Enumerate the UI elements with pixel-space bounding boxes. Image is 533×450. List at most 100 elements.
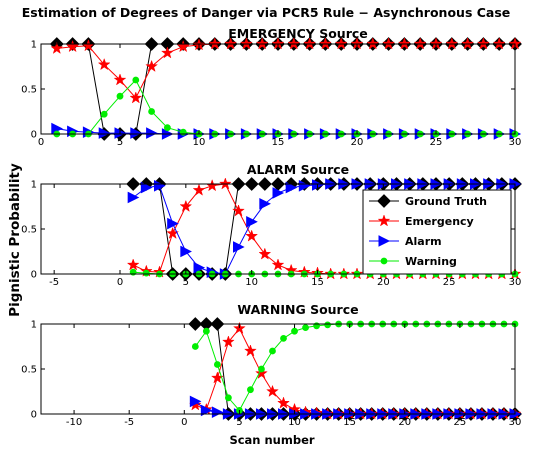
data-point bbox=[66, 39, 80, 53]
data-point bbox=[202, 327, 210, 335]
data-point bbox=[285, 181, 298, 194]
legend-entry-warning: Warning bbox=[369, 255, 457, 268]
x-tick-label: 30 bbox=[509, 417, 522, 428]
x-tick-label: 25 bbox=[443, 277, 456, 288]
data-point bbox=[258, 247, 272, 260]
y-tick-label: 0.5 bbox=[21, 365, 37, 376]
x-tick-label: 20 bbox=[351, 137, 364, 148]
data-point bbox=[148, 108, 156, 115]
legend-label: Emergency bbox=[405, 215, 474, 228]
data-point bbox=[247, 386, 254, 394]
data-point bbox=[334, 37, 348, 50]
data-point bbox=[266, 384, 279, 397]
data-point bbox=[291, 327, 298, 335]
y-tick-label: 0 bbox=[31, 410, 37, 421]
plot-area bbox=[41, 324, 515, 414]
data-point bbox=[271, 258, 285, 271]
data-point bbox=[200, 404, 213, 417]
data-point bbox=[189, 395, 202, 408]
data-point bbox=[193, 261, 206, 274]
data-point bbox=[224, 37, 238, 50]
data-point bbox=[100, 110, 108, 118]
y-tick-label: 1 bbox=[31, 320, 37, 331]
data-point bbox=[218, 177, 232, 190]
y-tick-label: 0.5 bbox=[21, 85, 37, 96]
data-point bbox=[208, 37, 222, 50]
data-point bbox=[179, 199, 193, 212]
data-point bbox=[192, 183, 206, 196]
data-point bbox=[382, 37, 396, 50]
data-point bbox=[366, 37, 380, 50]
data-point bbox=[98, 127, 111, 139]
data-point bbox=[255, 366, 268, 379]
legend: Ground Truth Emergency Alarm Warning bbox=[362, 189, 512, 275]
legend-label: Warning bbox=[405, 255, 457, 268]
data-point bbox=[129, 91, 143, 104]
data-point bbox=[324, 321, 332, 329]
panel-3: WARNING Source -10 -5 0 5 10 15 20 25 30 0 0.5 1 bbox=[21, 302, 522, 428]
x-tick-label: 0 bbox=[181, 417, 187, 428]
x-tick-label: 30 bbox=[509, 137, 522, 148]
data-point bbox=[233, 241, 245, 253]
data-point bbox=[132, 76, 140, 84]
data-point bbox=[127, 191, 140, 204]
data-point bbox=[445, 37, 459, 50]
legend-entry-ground-truth: Ground Truth bbox=[369, 194, 487, 208]
legend-label: Alarm bbox=[405, 235, 442, 248]
data-point bbox=[130, 127, 142, 139]
data-point bbox=[154, 179, 166, 192]
data-point bbox=[113, 73, 127, 86]
x-axis-label: Scan number bbox=[229, 433, 314, 447]
data-point bbox=[303, 37, 317, 50]
data-point bbox=[164, 124, 171, 132]
x-tick-label: 10 bbox=[288, 417, 301, 428]
data-point bbox=[259, 197, 271, 210]
x-tick-label: 15 bbox=[311, 277, 324, 288]
data-point bbox=[232, 204, 245, 217]
data-point bbox=[272, 187, 285, 199]
x-tick-label: 20 bbox=[377, 277, 390, 288]
data-point bbox=[224, 394, 232, 402]
x-tick-label: 25 bbox=[454, 417, 467, 428]
panel-2: ALARM Source -5 0 5 10 15 20 25 30 0 0.5 1 bbox=[21, 162, 522, 288]
data-point bbox=[280, 335, 287, 342]
legend-marker bbox=[378, 235, 391, 247]
data-point bbox=[413, 37, 427, 50]
data-point bbox=[97, 57, 111, 71]
data-point bbox=[160, 46, 174, 59]
data-point bbox=[476, 37, 490, 50]
plot-area bbox=[41, 44, 515, 134]
x-tick-label: 10 bbox=[245, 277, 258, 288]
x-tick-label: 15 bbox=[272, 137, 285, 148]
data-point bbox=[116, 92, 124, 100]
data-point bbox=[140, 181, 153, 194]
x-tick-label: 5 bbox=[236, 417, 242, 428]
panel-title: ALARM Source bbox=[247, 162, 349, 177]
data-point bbox=[126, 258, 140, 271]
legend-entry-emergency: Emergency bbox=[369, 214, 474, 228]
data-point bbox=[269, 347, 276, 355]
figure-title: Estimation of Degrees of Danger via PCR5… bbox=[22, 5, 511, 20]
x-tick-label: 0 bbox=[117, 277, 123, 288]
y-tick-label: 0 bbox=[31, 130, 37, 141]
x-tick-label: 5 bbox=[117, 137, 123, 148]
y-axis-label: Pignistic Probability bbox=[7, 163, 23, 317]
y-tick-label: 1 bbox=[31, 180, 37, 191]
data-point bbox=[191, 343, 199, 350]
legend-label: Ground Truth bbox=[405, 195, 487, 208]
data-point bbox=[298, 179, 311, 192]
y-tick-label: 1 bbox=[31, 40, 37, 51]
data-point bbox=[50, 41, 64, 54]
data-point bbox=[258, 365, 265, 373]
data-point bbox=[213, 361, 221, 368]
x-tick-label: 0 bbox=[38, 137, 44, 148]
data-point bbox=[397, 37, 411, 50]
legend-marker bbox=[380, 257, 388, 265]
data-point bbox=[211, 406, 224, 419]
legend-entry-alarm: Alarm bbox=[369, 235, 442, 248]
x-tick-label: 5 bbox=[183, 277, 189, 288]
legend-marker bbox=[377, 214, 391, 227]
data-point bbox=[244, 344, 257, 357]
x-tick-label: -5 bbox=[124, 417, 134, 428]
